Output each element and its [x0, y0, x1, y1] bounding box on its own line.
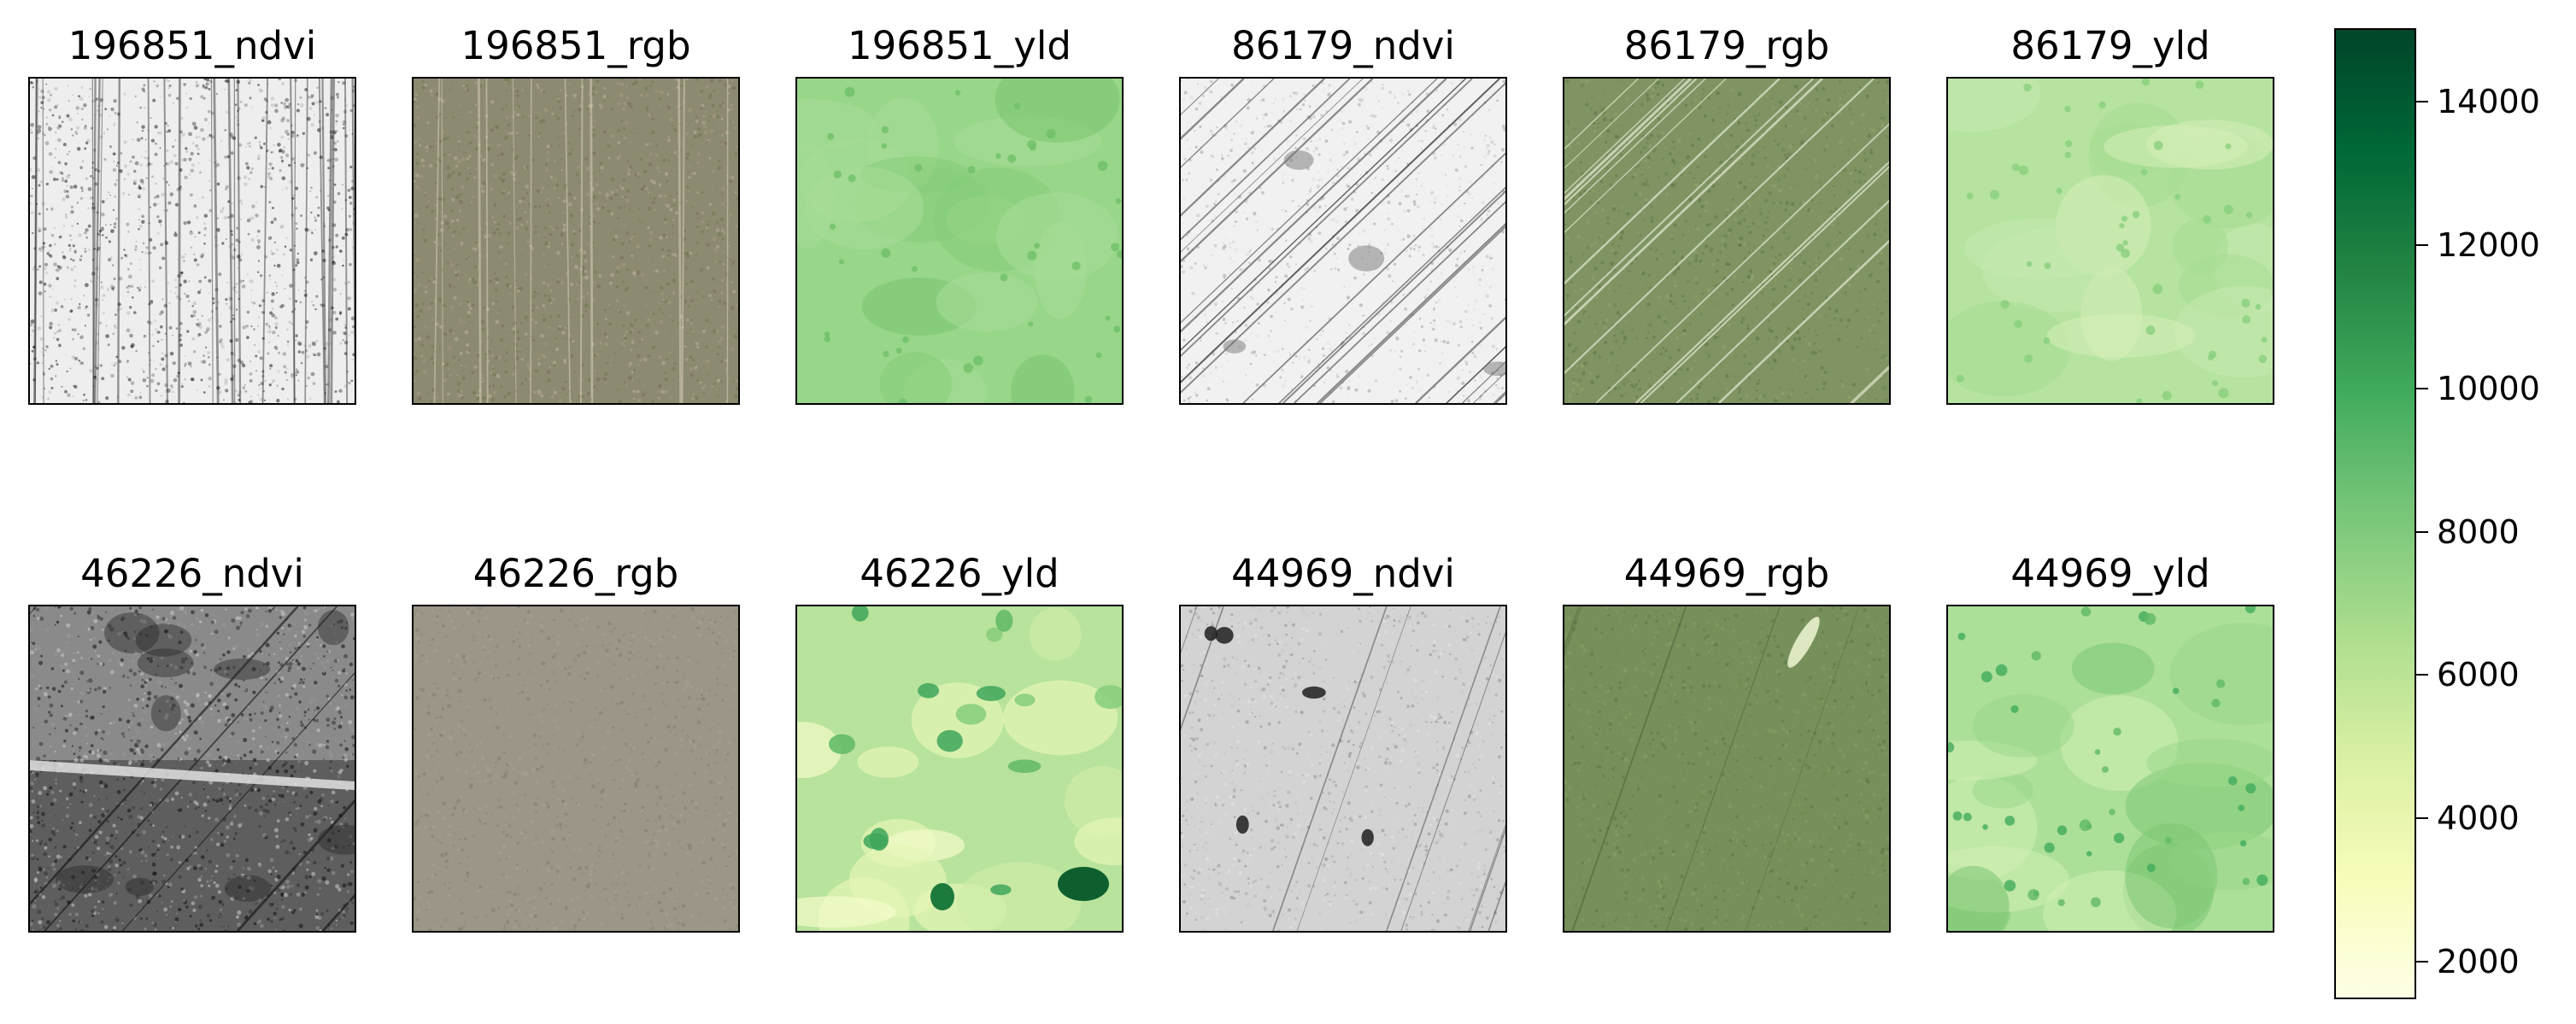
panel-title: 46226_ndvi	[80, 551, 304, 596]
panel-image	[1563, 605, 1891, 933]
panel-title: 44969_ndvi	[1231, 551, 1455, 596]
panel-image-texture	[797, 606, 1122, 931]
panel-title: 196851_yld	[848, 23, 1071, 68]
panel-title: 86179_rgb	[1623, 23, 1830, 68]
panel-image	[795, 605, 1124, 933]
panel-image	[1179, 605, 1507, 933]
colorbar-tick-label: 6000	[2437, 656, 2520, 694]
panel-image-texture	[1564, 606, 1889, 931]
colorbar-tick-label: 2000	[2437, 943, 2520, 980]
panel-image-texture	[797, 79, 1122, 403]
panel-image	[1946, 77, 2274, 405]
panel-image	[28, 605, 356, 933]
colorbar-gradient	[2336, 30, 2415, 998]
panel-image-texture	[1948, 606, 2273, 931]
colorbar-tick-mark	[2416, 243, 2428, 246]
colorbar-tick-mark	[2416, 817, 2428, 820]
colorbar	[2334, 28, 2416, 999]
panel-title: 196851_rgb	[461, 23, 691, 68]
panel-image-texture	[1948, 79, 2273, 403]
panel-image	[412, 605, 740, 933]
panel-image-texture	[30, 606, 355, 931]
colorbar-tick-mark	[2416, 530, 2428, 533]
panel-image-texture	[1181, 79, 1505, 403]
panel-title: 196851_ndvi	[67, 23, 317, 68]
panel-image-texture	[30, 79, 355, 403]
panel-title: 44969_rgb	[1623, 551, 1830, 596]
colorbar-tick-label: 4000	[2437, 799, 2520, 838]
panel-title: 46226_yld	[860, 551, 1059, 596]
panel-image	[412, 77, 740, 405]
panel-title: 86179_yld	[2010, 23, 2210, 68]
colorbar-tick-mark	[2416, 961, 2428, 963]
panel-image	[795, 77, 1124, 405]
colorbar-tick-label: 8000	[2437, 512, 2520, 551]
colorbar-tick-mark	[2416, 674, 2428, 676]
colorbar-tick-label: 10000	[2437, 369, 2540, 407]
panel-image	[28, 77, 356, 405]
colorbar-tick-label: 14000	[2437, 82, 2540, 120]
panel-image-texture	[414, 606, 738, 931]
panel-image-texture	[414, 79, 738, 403]
panel-title: 44969_yld	[2010, 551, 2210, 596]
panel-title: 86179_ndvi	[1231, 23, 1455, 68]
colorbar-tick-mark	[2416, 387, 2428, 389]
colorbar-tick-mark	[2416, 100, 2428, 102]
panel-image	[1563, 77, 1891, 405]
panel-title: 46226_rgb	[472, 551, 679, 596]
panel-image-texture	[1564, 79, 1889, 403]
panel-image	[1179, 77, 1507, 405]
colorbar-tick-label: 12000	[2437, 225, 2540, 264]
panel-image-texture	[1181, 606, 1505, 931]
panel-image	[1946, 605, 2274, 933]
